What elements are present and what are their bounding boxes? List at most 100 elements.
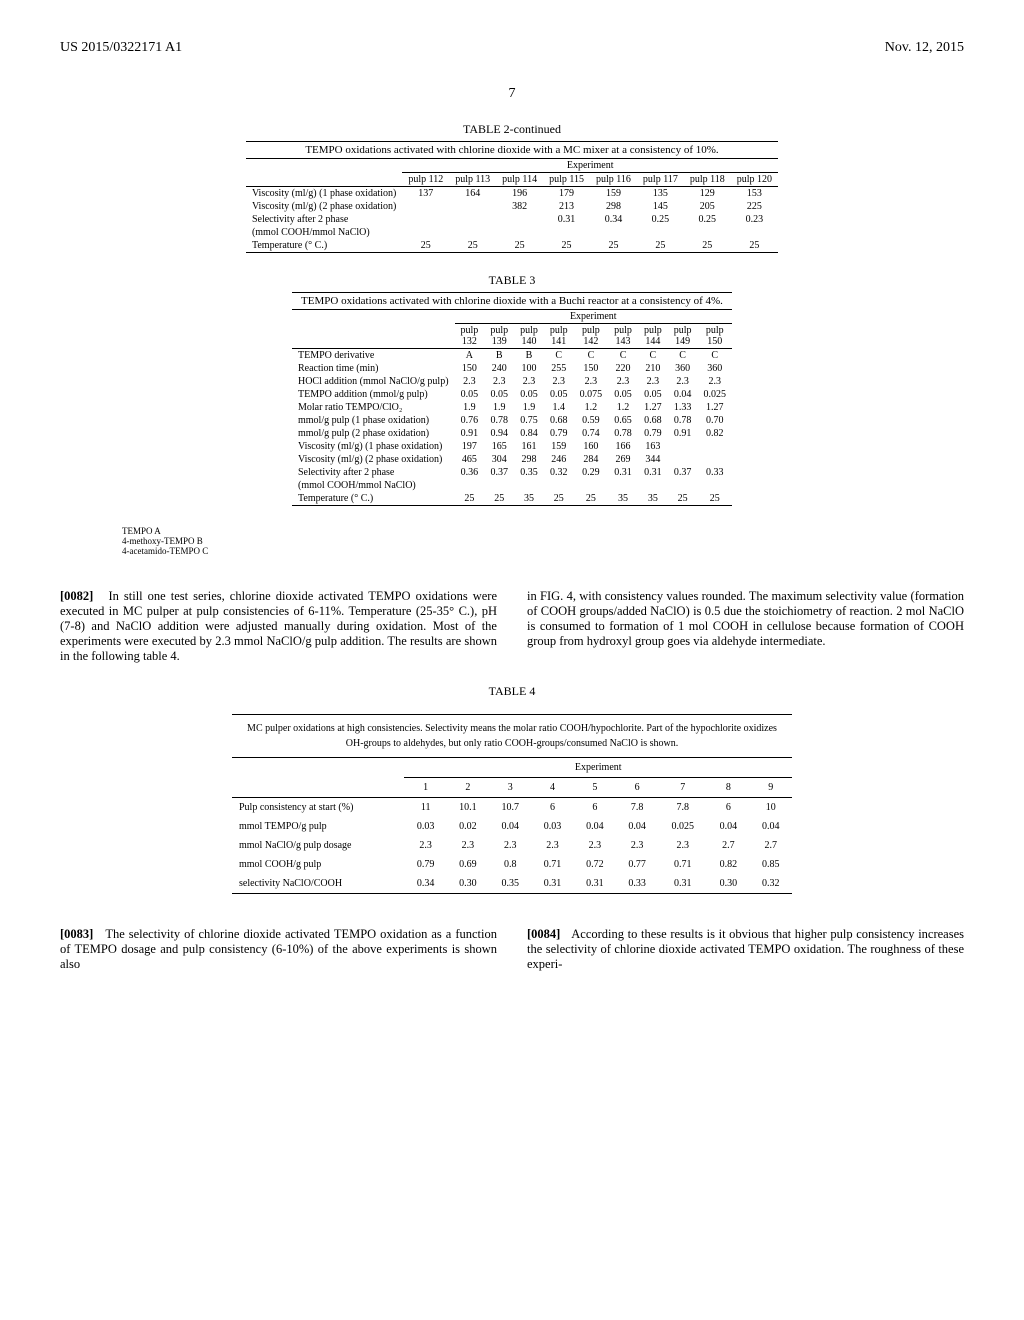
table-cell: 0.78 (484, 414, 514, 427)
table-cell: 0.30 (707, 874, 749, 894)
table-cell (698, 440, 733, 453)
table-cell: 25 (449, 239, 496, 253)
table-cell: 2.3 (544, 375, 574, 388)
table-cell: 0.25 (637, 213, 684, 226)
table-col: 8 (707, 778, 749, 798)
para-num: [0084] (527, 927, 560, 941)
table-cell (496, 213, 543, 226)
paragraph-0084: [0084] According to these results is it … (527, 927, 964, 972)
table-col: 2 (447, 778, 489, 798)
table-cell (402, 226, 449, 239)
table-cell (608, 479, 638, 492)
table3-title: TEMPO oxidations activated with chlorine… (292, 293, 732, 310)
table-cell (668, 440, 698, 453)
body-columns: [0082] In still one test series, chlorin… (60, 576, 964, 676)
table-cell: 0.78 (608, 427, 638, 440)
table-cell: 0.32 (544, 466, 574, 479)
table-row-label: mmol COOH/g pulp (232, 855, 404, 874)
table-cell: 0.85 (750, 855, 792, 874)
table-cell: 2.3 (574, 836, 616, 855)
table-cell: 159 (590, 187, 637, 201)
table-cell: 6 (531, 798, 573, 818)
table-cell: 25 (496, 239, 543, 253)
table-cell: 0.72 (574, 855, 616, 874)
body-columns-2: [0083] The selectivity of chlorine dioxi… (60, 914, 964, 984)
table-cell: 7.8 (658, 798, 707, 818)
table-cell: 298 (590, 200, 637, 213)
table4-group-header: Experiment (404, 758, 792, 778)
table2-title: TEMPO oxidations activated with chlorine… (246, 142, 778, 159)
table-cell: 1.2 (608, 401, 638, 414)
table-cell: 164 (449, 187, 496, 201)
table-cell: 0.74 (574, 427, 609, 440)
table-cell: B (484, 349, 514, 363)
footnote: 4-acetamido-TEMPO C (122, 546, 902, 556)
table-cell: 1.33 (668, 401, 698, 414)
table-cell: 0.71 (658, 855, 707, 874)
table-cell: 2.3 (658, 836, 707, 855)
table-cell: 0.31 (658, 874, 707, 894)
table2-col: pulp 120 (731, 173, 778, 187)
table-cell: 0.36 (455, 466, 485, 479)
table-row-label: mmol TEMPO/g pulp (232, 817, 404, 836)
table-cell: 246 (544, 453, 574, 466)
table-col: 6 (616, 778, 658, 798)
table-cell: C (698, 349, 733, 363)
table-cell: 25 (637, 239, 684, 253)
table-cell: 2.3 (404, 836, 446, 855)
table-cell: C (544, 349, 574, 363)
table-cell: 0.82 (707, 855, 749, 874)
table-cell: 10.1 (447, 798, 489, 818)
table2-col: pulp 116 (590, 173, 637, 187)
table-cell: 1.2 (574, 401, 609, 414)
table-row-label: selectivity NaClO/COOH (232, 874, 404, 894)
table-cell (668, 453, 698, 466)
table4-caption: TABLE 4 (60, 684, 964, 699)
table-col: 3 (489, 778, 531, 798)
table-cell: 0.31 (531, 874, 573, 894)
table-cell: 0.69 (447, 855, 489, 874)
table-cell: 7.8 (616, 798, 658, 818)
table-cell: 145 (637, 200, 684, 213)
table-cell: 2.7 (750, 836, 792, 855)
footnote: 4-methoxy-TEMPO B (122, 536, 902, 546)
table-cell: 0.91 (668, 427, 698, 440)
table-row-label: (mmol COOH/mmol NaClO) (292, 479, 455, 492)
table-cell: 0.05 (638, 388, 668, 401)
table-row-label: Viscosity (ml/g) (1 phase oxidation) (292, 440, 455, 453)
table-cell: 2.3 (455, 375, 485, 388)
table4-title: MC pulper oxidations at high consistenci… (232, 714, 792, 758)
table-cell: 0.34 (590, 213, 637, 226)
table-row-label: Selectivity after 2 phase (246, 213, 402, 226)
table-cell (543, 226, 590, 239)
table-cell: 0.94 (484, 427, 514, 440)
table-row-label: Molar ratio TEMPO/ClO₂ (292, 401, 455, 414)
table-row-label: Temperature (° C.) (292, 492, 455, 506)
table-cell: B (514, 349, 544, 363)
table-row-label: Selectivity after 2 phase (292, 466, 455, 479)
table-cell: 129 (684, 187, 731, 201)
table-cell: 2.3 (484, 375, 514, 388)
table-cell: 0.075 (574, 388, 609, 401)
table-cell: 1.27 (638, 401, 668, 414)
table-cell: 0.05 (514, 388, 544, 401)
table-cell: 382 (496, 200, 543, 213)
table-cell: 0.25 (684, 213, 731, 226)
table-cell: 0.31 (638, 466, 668, 479)
table-cell: 25 (455, 492, 485, 506)
table-row-label: Viscosity (ml/g) (1 phase oxidation) (246, 187, 402, 201)
table-row-label: Reaction time (min) (292, 362, 455, 375)
table2-col: pulp 118 (684, 173, 731, 187)
table-cell: 269 (608, 453, 638, 466)
table-cell (698, 453, 733, 466)
table-cell: 0.025 (698, 388, 733, 401)
table-cell: 0.02 (447, 817, 489, 836)
table-cell: 150 (574, 362, 609, 375)
table-col: pulp139 (484, 324, 514, 349)
table-row-label: Temperature (° C.) (246, 239, 402, 253)
table2-group-header: Experiment (402, 159, 778, 173)
table-cell: 166 (608, 440, 638, 453)
table-cell: 0.025 (658, 817, 707, 836)
table-cell: 0.05 (455, 388, 485, 401)
table-col: 7 (658, 778, 707, 798)
